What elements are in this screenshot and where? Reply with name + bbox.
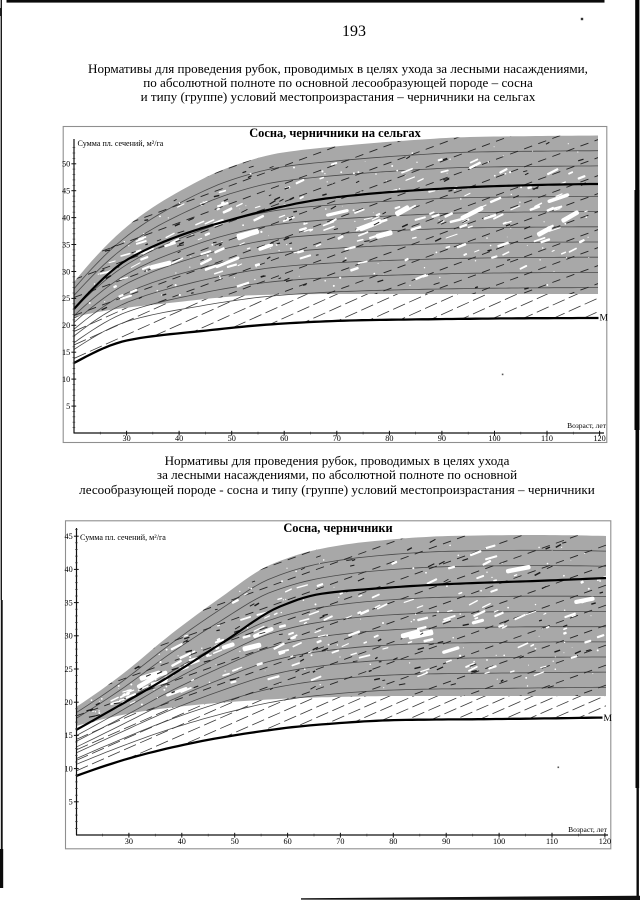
- svg-text:110: 110: [546, 837, 558, 846]
- svg-text:120: 120: [599, 837, 611, 846]
- svg-text:60: 60: [280, 434, 288, 443]
- svg-text:30: 30: [62, 267, 70, 276]
- svg-text:35: 35: [65, 598, 73, 607]
- svg-text:30: 30: [65, 632, 73, 641]
- svg-text:30: 30: [125, 837, 133, 846]
- svg-text:70: 70: [336, 837, 344, 846]
- svg-text:25: 25: [62, 294, 70, 303]
- svg-text:35: 35: [62, 240, 70, 249]
- svg-text:Сосна, черничники: Сосна, черничники: [283, 521, 392, 535]
- svg-text:40: 40: [65, 565, 73, 574]
- svg-text:Сосна, черничники на сельгах: Сосна, черничники на сельгах: [249, 126, 421, 140]
- svg-text:50: 50: [62, 160, 70, 169]
- svg-text:5: 5: [69, 798, 73, 807]
- svg-text:80: 80: [389, 837, 397, 846]
- svg-text:Возраст, лет: Возраст, лет: [567, 421, 607, 430]
- svg-text:15: 15: [65, 731, 73, 740]
- svg-text:120: 120: [593, 434, 605, 443]
- svg-text:Возраст, лет: Возраст, лет: [568, 825, 608, 834]
- svg-text:40: 40: [178, 837, 186, 846]
- svg-text:30: 30: [123, 434, 131, 443]
- svg-text:М: М: [600, 314, 609, 324]
- svg-text:90: 90: [438, 434, 446, 443]
- svg-text:100: 100: [493, 837, 505, 846]
- svg-text:45: 45: [65, 532, 73, 541]
- svg-text:50: 50: [228, 434, 236, 443]
- svg-text:110: 110: [541, 434, 553, 443]
- svg-text:40: 40: [62, 213, 70, 222]
- svg-text:20: 20: [62, 321, 70, 330]
- svg-text:10: 10: [65, 764, 73, 773]
- svg-text:100: 100: [488, 434, 500, 443]
- svg-text:20: 20: [65, 698, 73, 707]
- svg-text:15: 15: [62, 348, 70, 357]
- svg-text:45: 45: [62, 187, 70, 196]
- svg-text:40: 40: [175, 434, 183, 443]
- svg-text:90: 90: [442, 837, 450, 846]
- svg-text:25: 25: [65, 665, 73, 674]
- svg-text:5: 5: [66, 402, 70, 411]
- svg-text:50: 50: [231, 837, 239, 846]
- svg-text:10: 10: [62, 375, 70, 384]
- svg-text:60: 60: [284, 837, 292, 846]
- svg-text:Сумма пл. сечений, м²/га: Сумма пл. сечений, м²/га: [80, 533, 166, 542]
- svg-text:Сумма пл. сечений, м²/га: Сумма пл. сечений, м²/га: [78, 139, 164, 148]
- svg-text:М: М: [604, 714, 613, 724]
- svg-text:70: 70: [333, 434, 341, 443]
- svg-text:80: 80: [385, 434, 393, 443]
